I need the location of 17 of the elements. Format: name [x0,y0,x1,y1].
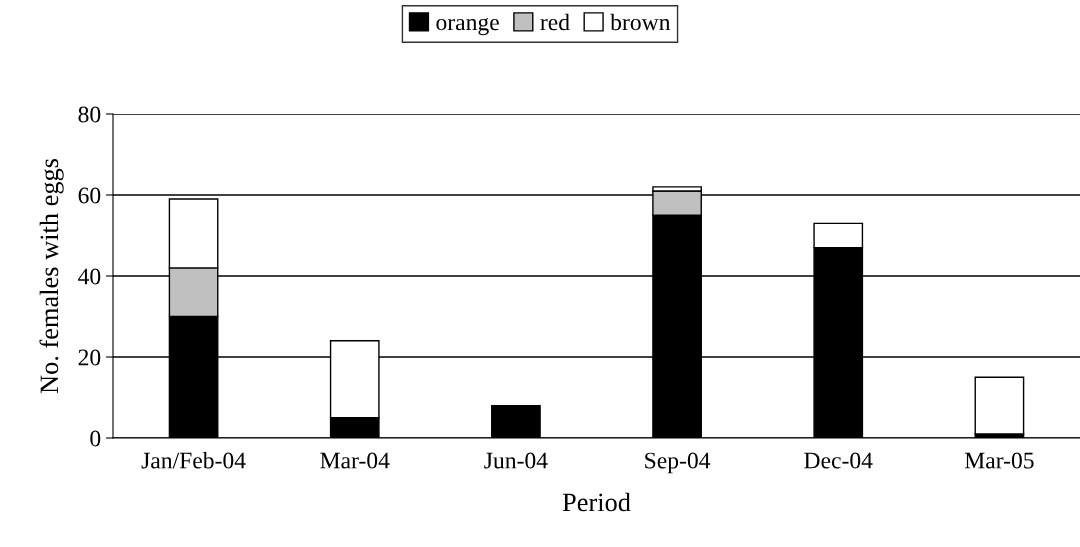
legend-label: brown [610,13,671,31]
x-axis-title: Period [562,492,631,512]
x-tick-label: Dec-04 [804,452,873,469]
legend-label: red [540,13,570,31]
bar [974,376,1025,435]
x-tick-label: Sep-04 [645,452,711,474]
y-tick-label: 40 [78,268,101,285]
x-tick-label: Jan/Feb-04 [141,451,246,469]
x-tick-label: Mar-04 [320,452,390,469]
x-tick-label: Mar-05 [964,452,1034,469]
x-tick-label: Jun-04 [484,452,548,469]
y-tick-label: 0 [90,430,101,447]
y-tick-label: 20 [78,349,101,366]
y-axis-title: No. females with eggs [39,158,64,394]
y-tick-label: 80 [78,106,101,123]
y-tick-label: 60 [78,187,101,204]
legend-label: orange [436,17,499,36]
